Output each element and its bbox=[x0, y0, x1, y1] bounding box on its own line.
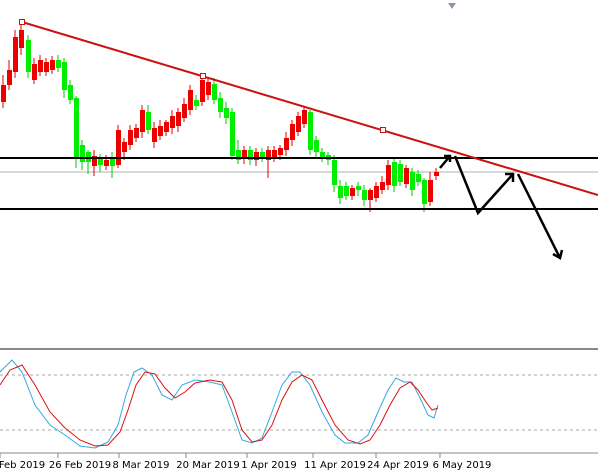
date-label: 20 Mar 2019 bbox=[176, 460, 239, 471]
date-label: Feb 2019 bbox=[0, 460, 45, 471]
arrow bbox=[453, 155, 515, 216]
date-label: 26 Feb 2019 bbox=[49, 460, 111, 471]
oscillator-main bbox=[0, 359, 439, 449]
forecast-arrows bbox=[439, 154, 564, 260]
date-label: 8 Mar 2019 bbox=[112, 460, 169, 471]
arrow bbox=[516, 173, 564, 260]
date-label: 11 Apr 2019 bbox=[304, 460, 366, 471]
oscillator-signal bbox=[0, 364, 439, 447]
scroll-marker bbox=[448, 3, 456, 9]
trend-line bbox=[21, 21, 598, 196]
time-axis: Feb 2019 26 Feb 2019 8 Mar 2019 20 Mar 2019… bbox=[0, 453, 491, 471]
arrow bbox=[439, 154, 452, 169]
date-label: 1 Apr 2019 bbox=[241, 460, 296, 471]
date-label: 6 May 2019 bbox=[433, 460, 492, 471]
trend-anchor bbox=[200, 73, 206, 79]
date-label: 24 Apr 2019 bbox=[367, 460, 429, 471]
trend-anchor bbox=[380, 127, 386, 133]
trend-anchor bbox=[19, 19, 25, 25]
